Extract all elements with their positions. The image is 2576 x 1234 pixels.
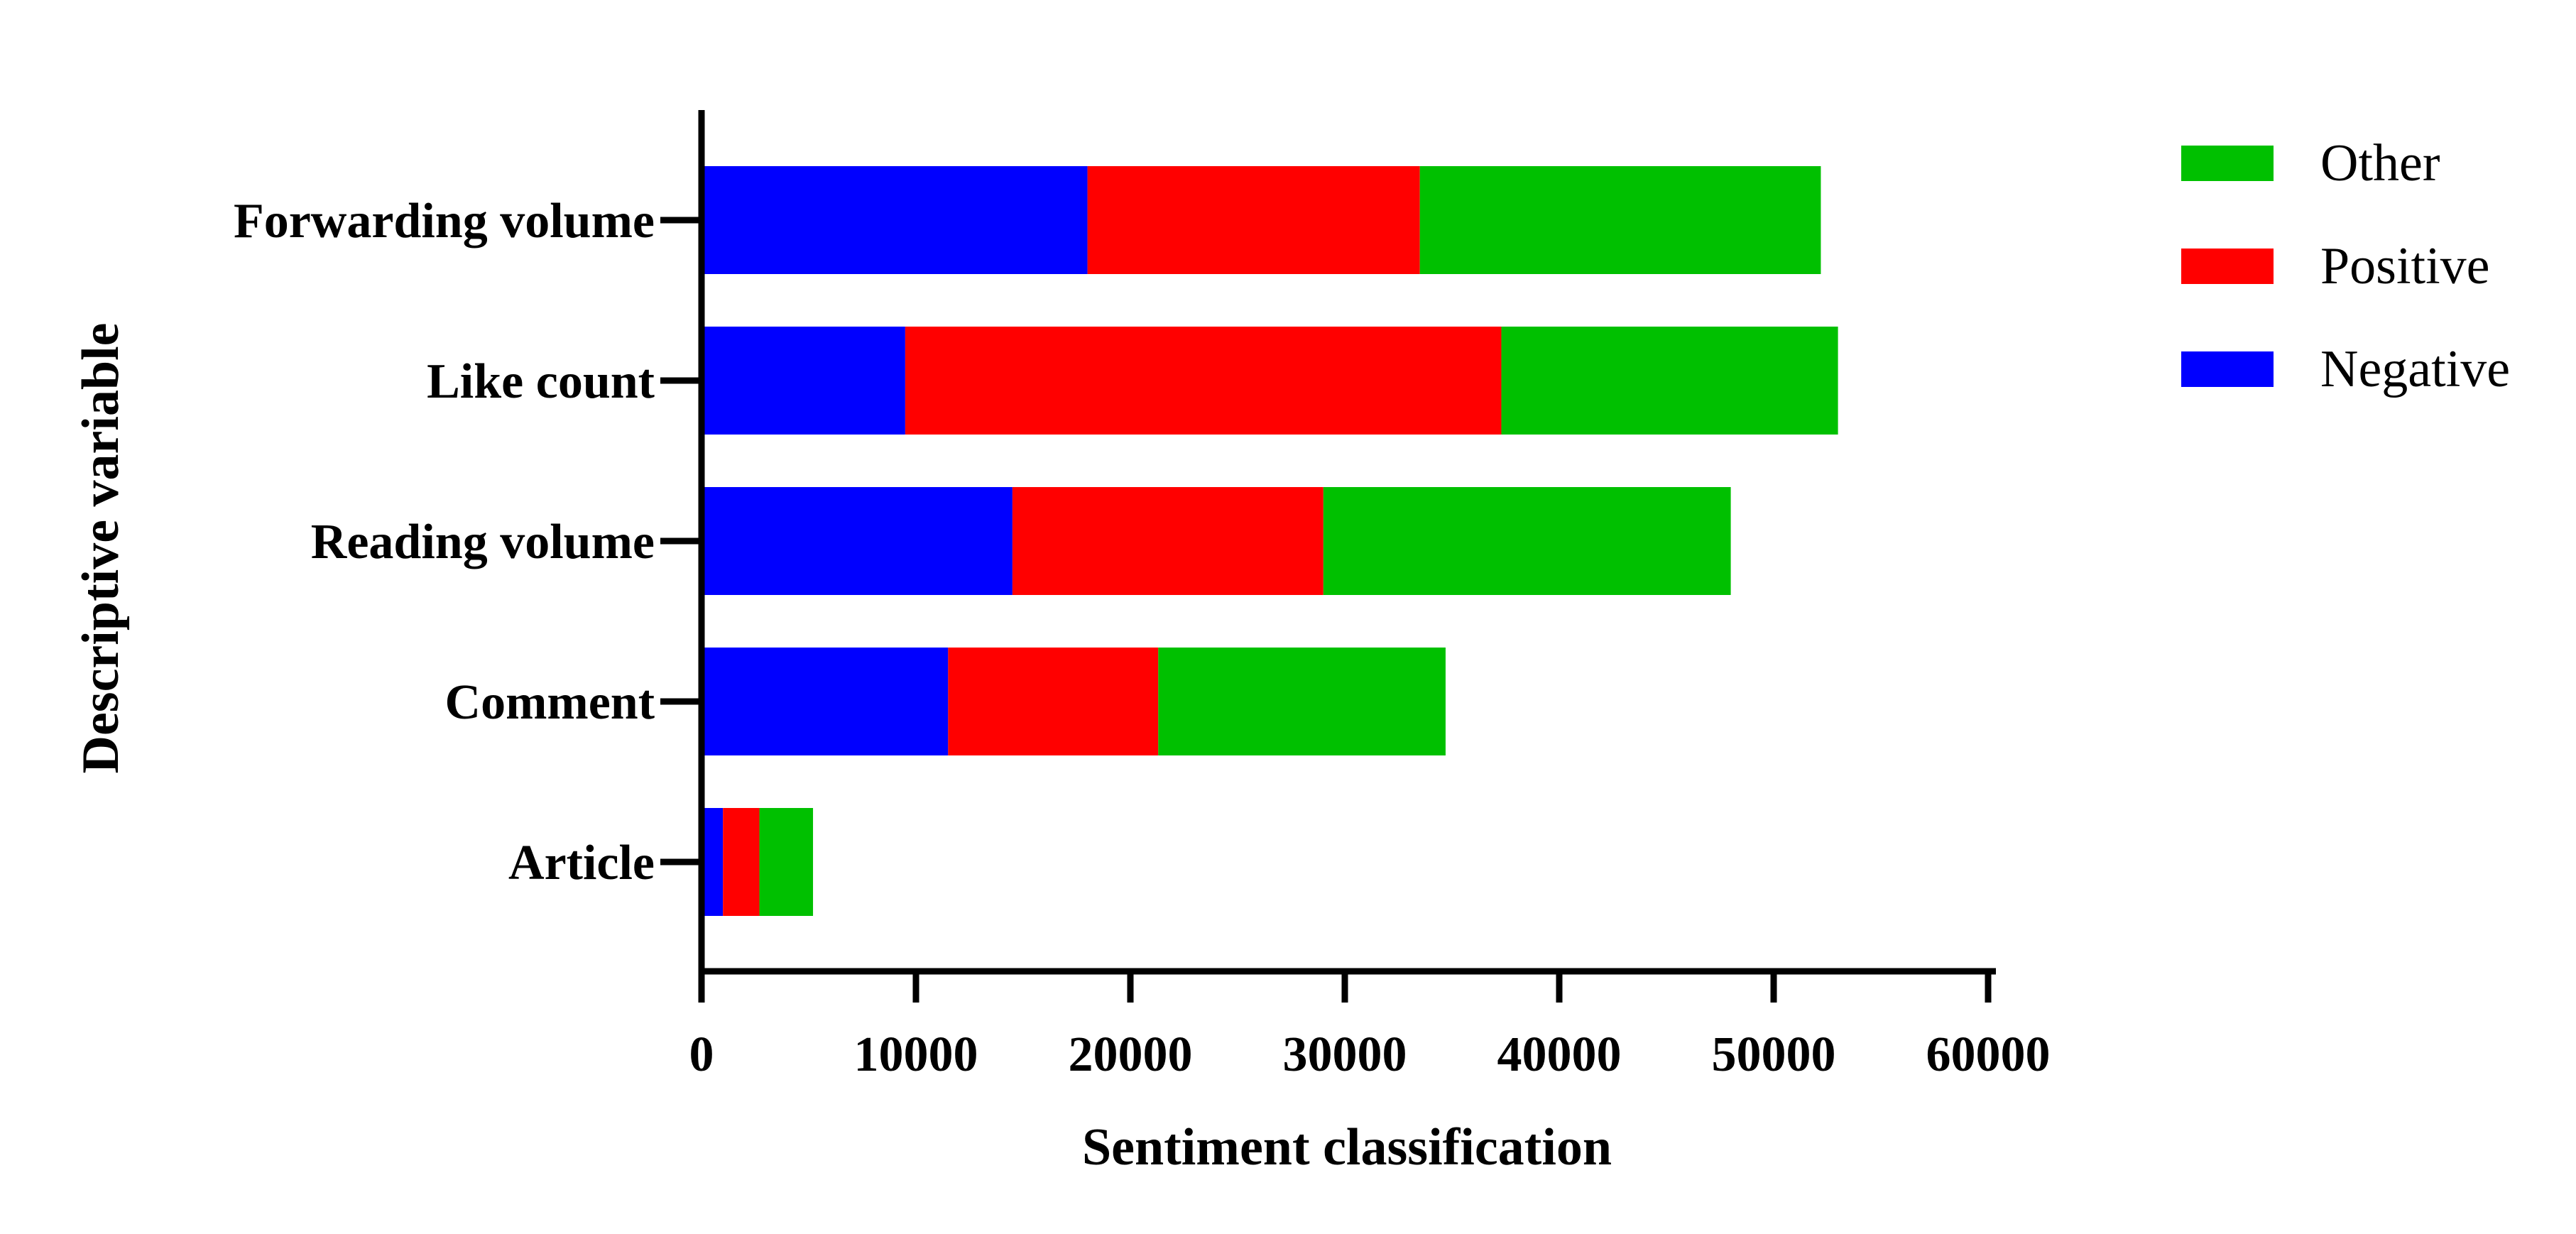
bar-positive-3 — [948, 648, 1159, 755]
bar-positive-1 — [905, 327, 1502, 435]
bar-other-2 — [1323, 487, 1731, 595]
legend-swatch-other — [2181, 146, 2274, 181]
y-axis-title: Descriptive variable — [72, 323, 130, 774]
y-tick-label: Forwarding volume — [234, 194, 655, 249]
bars-layer — [702, 166, 1838, 916]
legend-label-positive: Positive — [2320, 237, 2489, 295]
y-tick-label: Reading volume — [311, 515, 655, 569]
y-tick-label: Article — [508, 836, 655, 890]
y-tick-label: Like count — [427, 354, 655, 409]
bar-negative-2 — [702, 487, 1013, 595]
bar-other-3 — [1158, 648, 1446, 755]
bar-other-0 — [1419, 166, 1821, 274]
bar-negative-3 — [702, 648, 949, 755]
y-ticks-layer: Forwarding volume Like count Reading volum… — [234, 194, 702, 890]
legend-label-other: Other — [2320, 134, 2440, 192]
legend-swatch-negative — [2181, 351, 2274, 387]
legend-swatch-positive — [2181, 249, 2274, 284]
x-tick-label: 40000 — [1497, 1027, 1622, 1082]
y-tick-label: Comment — [445, 675, 655, 730]
x-axis-title: Sentiment classification — [1082, 1118, 1612, 1176]
bar-positive-0 — [1087, 166, 1420, 274]
bar-negative-1 — [702, 327, 905, 435]
legend-label-negative: Negative — [2320, 340, 2510, 398]
bar-positive-4 — [723, 808, 760, 916]
x-ticks-layer: 0 10000 20000 30000 40000 50000 60000 — [689, 971, 2051, 1082]
x-tick-label: 10000 — [854, 1027, 978, 1082]
bar-other-4 — [759, 808, 814, 916]
x-tick-label: 0 — [689, 1027, 714, 1082]
x-tick-label: 20000 — [1069, 1027, 1193, 1082]
bar-negative-0 — [702, 166, 1088, 274]
x-tick-label: 60000 — [1926, 1027, 2051, 1082]
x-tick-label: 50000 — [1712, 1027, 1836, 1082]
bar-positive-2 — [1012, 487, 1324, 595]
x-tick-label: 30000 — [1283, 1027, 1407, 1082]
legend: Other Positive Negative — [2181, 134, 2510, 398]
bar-negative-4 — [702, 808, 724, 916]
bar-other-1 — [1501, 327, 1838, 435]
